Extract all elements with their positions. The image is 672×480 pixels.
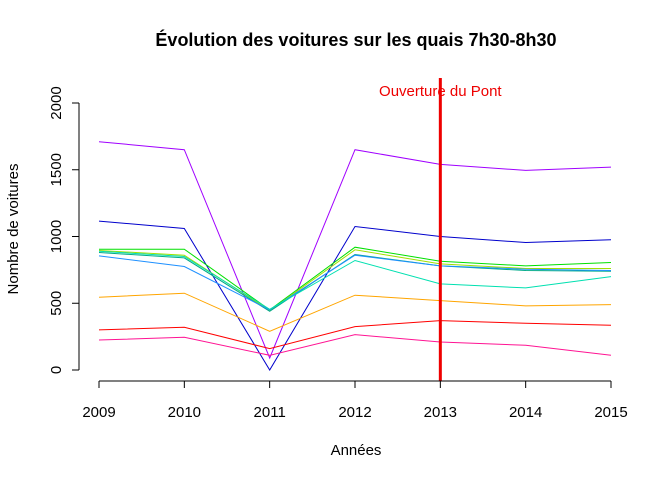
series-line-3 [99, 246, 612, 311]
series-line-10 [98, 334, 612, 356]
vline-layer: Ouverture du Pont [379, 78, 502, 381]
series-line-2 [98, 220, 612, 371]
x-tick-label-2015: 2015 [594, 404, 627, 421]
x-tick-label-2014: 2014 [509, 404, 542, 421]
x-tick-label-2009: 2009 [82, 404, 115, 421]
x-tick-label-2011: 2011 [254, 404, 286, 421]
y-tick-label-1500: 1500 [48, 153, 65, 186]
series-line-5 [98, 252, 612, 312]
x-tick-label-2010: 2010 [168, 404, 201, 421]
y-axis: 0 500 1000 1500 2000 [48, 86, 80, 374]
x-tick-label-2012: 2012 [338, 404, 371, 421]
series-line-7 [98, 250, 612, 310]
y-tick-label-500: 500 [48, 291, 65, 316]
series-line-9 [98, 320, 612, 350]
series-line-6 [98, 254, 612, 311]
series-line-4 [98, 249, 611, 312]
y-tick-label-2000: 2000 [48, 86, 65, 119]
series-layer [98, 141, 612, 371]
series-line-1 [98, 141, 612, 360]
y-tick-label-1000: 1000 [48, 220, 65, 253]
opening-annotation: Ouverture du Pont [379, 83, 502, 100]
series-line-8 [98, 292, 612, 332]
x-tick-label-2013: 2013 [424, 404, 457, 421]
x-axis: 2009 2010 2011 2012 2013 2014 2015 [82, 380, 628, 421]
x-axis-label: Années [331, 442, 382, 459]
chart-title: Évolution des voitures sur les quais 7h3… [155, 29, 556, 50]
y-tick-label-0: 0 [48, 366, 65, 374]
y-axis-label: Nombre de voitures [5, 164, 22, 295]
